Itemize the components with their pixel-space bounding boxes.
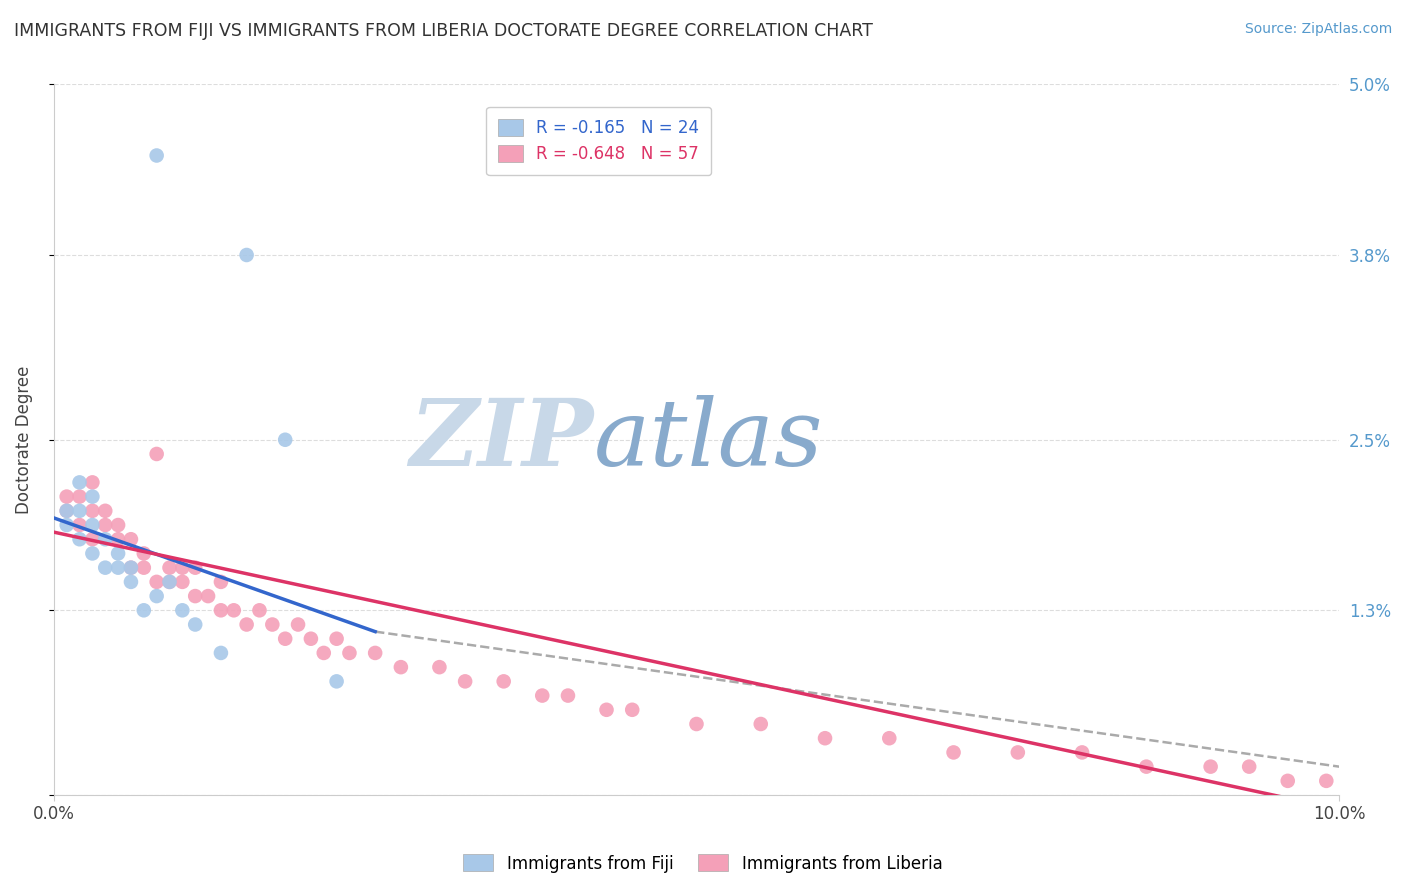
Point (69, 533, 91, 547)
Point (159, 560, 181, 574)
Point (120, 560, 142, 574)
Point (82, 518, 104, 533)
Point (299, 632, 322, 646)
Point (145, 148, 167, 162)
Point (1007, 746, 1029, 760)
Point (557, 689, 579, 703)
Point (235, 248, 257, 262)
Point (82, 475, 104, 490)
Point (145, 447, 167, 461)
Point (132, 560, 155, 574)
Point (184, 560, 207, 574)
Point (209, 574, 232, 589)
Point (222, 603, 245, 617)
Point (621, 703, 644, 717)
Point (197, 589, 219, 603)
Point (749, 717, 772, 731)
Point (172, 603, 194, 617)
Point (364, 646, 387, 660)
Point (877, 731, 900, 746)
Legend: R = -0.165   N = 24, R = -0.648   N = 57: R = -0.165 N = 24, R = -0.648 N = 57 (486, 107, 711, 175)
Point (82, 504, 104, 518)
Point (389, 660, 412, 674)
Point (274, 433, 297, 447)
Point (209, 603, 232, 617)
Point (82, 546, 104, 560)
Text: ZIP: ZIP (409, 395, 593, 484)
Point (132, 603, 155, 617)
Point (120, 560, 142, 574)
Point (1315, 773, 1337, 788)
Point (94, 518, 117, 533)
Point (107, 546, 129, 560)
Point (274, 632, 297, 646)
Point (325, 632, 347, 646)
Point (120, 533, 142, 547)
Point (94, 560, 117, 574)
Point (69, 518, 91, 533)
Point (595, 703, 617, 717)
Point (145, 574, 167, 589)
Point (69, 490, 91, 504)
Point (82, 490, 104, 504)
Point (235, 617, 257, 632)
Point (942, 746, 965, 760)
Point (55, 504, 77, 518)
Point (429, 660, 451, 674)
Point (339, 646, 361, 660)
Point (262, 617, 284, 632)
Point (325, 674, 347, 689)
Point (492, 674, 515, 689)
Point (107, 518, 129, 533)
Point (209, 646, 232, 660)
Point (120, 574, 142, 589)
Point (94, 533, 117, 547)
Point (249, 603, 271, 617)
Point (184, 589, 207, 603)
Point (454, 674, 477, 689)
Point (814, 731, 837, 746)
Point (159, 574, 181, 589)
Point (1135, 759, 1157, 773)
Point (94, 504, 117, 518)
Point (287, 617, 309, 632)
Point (55, 490, 77, 504)
Point (69, 504, 91, 518)
Text: IMMIGRANTS FROM FIJI VS IMMIGRANTS FROM LIBERIA DOCTORATE DEGREE CORRELATION CHA: IMMIGRANTS FROM FIJI VS IMMIGRANTS FROM … (14, 22, 873, 40)
Point (55, 504, 77, 518)
Text: Source: ZipAtlas.com: Source: ZipAtlas.com (1244, 22, 1392, 37)
Point (107, 533, 129, 547)
Point (107, 560, 129, 574)
Point (55, 518, 77, 533)
Point (685, 717, 707, 731)
Point (1199, 759, 1222, 773)
Point (132, 546, 155, 560)
Point (172, 574, 194, 589)
Point (172, 560, 194, 574)
Point (69, 475, 91, 490)
Point (145, 589, 167, 603)
Legend: Immigrants from Fiji, Immigrants from Liberia: Immigrants from Fiji, Immigrants from Li… (457, 847, 949, 880)
Point (184, 617, 207, 632)
Point (82, 533, 104, 547)
Point (1071, 746, 1094, 760)
Y-axis label: Doctorate Degree: Doctorate Degree (15, 366, 32, 514)
Point (312, 646, 335, 660)
Point (531, 689, 554, 703)
Point (159, 574, 181, 589)
Point (1277, 773, 1299, 788)
Text: atlas: atlas (593, 395, 823, 484)
Point (1237, 759, 1260, 773)
